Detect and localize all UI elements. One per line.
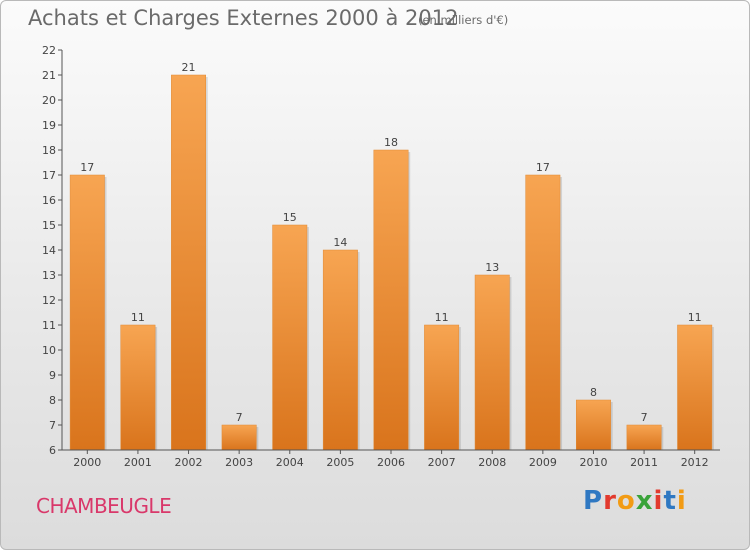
bar-2009 bbox=[525, 174, 561, 451]
x-tick-label: 2004 bbox=[276, 456, 304, 469]
x-tick-label: 2010 bbox=[579, 456, 607, 469]
logo-letter: o bbox=[616, 486, 636, 516]
x-tick-label: 2011 bbox=[630, 456, 658, 469]
proxiti-logo[interactable]: Proxiti bbox=[583, 486, 687, 516]
bar-2003 bbox=[221, 424, 257, 451]
logo-letter: r bbox=[603, 486, 617, 516]
chart-title: Achats et Charges Externes 2000 à 2012 bbox=[28, 6, 459, 30]
bar-2002 bbox=[171, 74, 206, 451]
y-tick-label: 6 bbox=[49, 444, 56, 457]
x-tick-label: 2002 bbox=[175, 456, 203, 469]
bar-2010 bbox=[576, 399, 611, 451]
x-tick-label: 2006 bbox=[377, 456, 405, 469]
x-tick-label: 2012 bbox=[681, 456, 709, 469]
data-label: 7 bbox=[236, 411, 243, 424]
data-label: 17 bbox=[536, 161, 550, 174]
data-label: 21 bbox=[182, 61, 196, 74]
data-label: 8 bbox=[590, 386, 597, 399]
bar-2012 bbox=[677, 324, 713, 451]
y-tick-label: 18 bbox=[42, 144, 56, 157]
y-tick-label: 21 bbox=[42, 69, 56, 82]
bar-2008 bbox=[474, 274, 510, 451]
x-tick-label: 2003 bbox=[225, 456, 253, 469]
y-tick-label: 7 bbox=[49, 419, 56, 432]
bar-2004 bbox=[272, 224, 308, 451]
y-tick-label: 10 bbox=[42, 344, 56, 357]
x-tick-label: 2005 bbox=[326, 456, 354, 469]
logo-letter: i bbox=[676, 486, 687, 516]
chart-subtitle: (en milliers d'€) bbox=[418, 13, 509, 27]
logo-letter: x bbox=[635, 486, 654, 516]
y-tick-label: 19 bbox=[42, 119, 56, 132]
data-label: 17 bbox=[80, 161, 94, 174]
data-label: 11 bbox=[131, 311, 145, 324]
bar-2001 bbox=[120, 324, 156, 451]
x-tick-label: 2001 bbox=[124, 456, 152, 469]
y-tick-label: 13 bbox=[42, 269, 56, 282]
data-label: 15 bbox=[283, 211, 297, 224]
y-tick-label: 12 bbox=[42, 294, 56, 307]
y-tick-label: 11 bbox=[42, 319, 56, 332]
data-label: 13 bbox=[485, 261, 499, 274]
commune-name: CHAMBEUGLE bbox=[36, 494, 172, 518]
y-tick-label: 17 bbox=[42, 169, 56, 182]
bar-2011 bbox=[626, 424, 662, 451]
data-label: 11 bbox=[688, 311, 702, 324]
y-tick-label: 22 bbox=[42, 44, 56, 57]
y-tick-label: 14 bbox=[42, 244, 56, 257]
x-tick-label: 2000 bbox=[73, 456, 101, 469]
data-label: 14 bbox=[333, 236, 347, 249]
data-label: 18 bbox=[384, 136, 398, 149]
y-tick-label: 15 bbox=[42, 219, 56, 232]
y-tick-label: 20 bbox=[42, 94, 56, 107]
bar-2006 bbox=[373, 149, 409, 451]
x-tick-label: 2007 bbox=[428, 456, 456, 469]
y-tick-label: 9 bbox=[49, 369, 56, 382]
bar-2000 bbox=[69, 174, 105, 451]
x-tick-label: 2009 bbox=[529, 456, 557, 469]
bar-2005 bbox=[322, 249, 358, 451]
bar-2007 bbox=[424, 324, 460, 451]
data-label: 11 bbox=[435, 311, 449, 324]
y-tick-label: 16 bbox=[42, 194, 56, 207]
logo-letter: P bbox=[583, 486, 604, 516]
logo-letter: i bbox=[653, 486, 664, 516]
logo-letter: t bbox=[663, 486, 677, 516]
data-label: 7 bbox=[641, 411, 648, 424]
y-tick-label: 8 bbox=[49, 394, 56, 407]
x-tick-label: 2008 bbox=[478, 456, 506, 469]
